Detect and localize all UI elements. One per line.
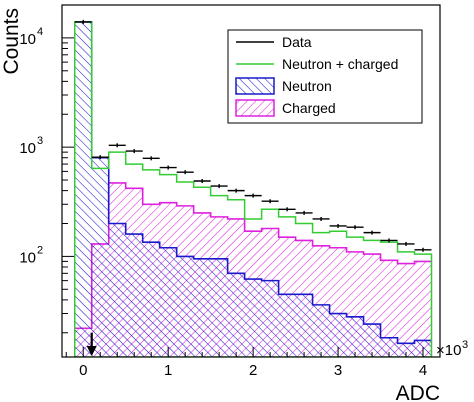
- data-point: [108, 143, 126, 148]
- data-point: [142, 156, 160, 161]
- data-point: [363, 230, 381, 235]
- x-tick-label: 2: [249, 362, 257, 379]
- x-axis-label: ADC: [396, 382, 440, 402]
- y-tick-exponent: 3: [37, 135, 43, 147]
- x-axis-multiplier: ×10 3: [436, 339, 468, 359]
- data-point: [295, 210, 313, 215]
- legend-label: Neutron + charged: [282, 56, 398, 72]
- x-tick-label: 0: [79, 362, 87, 379]
- x-tick-label: 4: [419, 362, 427, 379]
- sum-line: [73, 21, 433, 357]
- data-point: [125, 149, 143, 154]
- data-point: [193, 178, 211, 183]
- neutron-area: [74, 21, 432, 357]
- y-tick-exponent: 4: [37, 26, 43, 38]
- data-point: [414, 247, 432, 252]
- legend-item: Neutron: [235, 77, 332, 95]
- legend-item: Charged: [235, 99, 336, 117]
- y-tick-label: 10: [19, 140, 36, 157]
- legend-item: Neutron + charged: [236, 56, 398, 72]
- y-axis-label: Counts: [0, 8, 23, 75]
- data-point: [329, 223, 347, 228]
- data-point: [244, 193, 262, 198]
- data-point: [346, 225, 364, 230]
- plot-area: [73, 19, 433, 357]
- legend: Data Neutron + charged Neutron Charged: [227, 29, 423, 124]
- legend-label: Neutron: [282, 78, 332, 94]
- legend-label: Charged: [282, 100, 336, 116]
- threshold-arrow: [86, 332, 97, 356]
- legend-label: Data: [282, 34, 312, 50]
- charged-outline: [74, 182, 432, 330]
- x-axis: 0 1 2 3 4: [65, 347, 441, 379]
- data-point: [227, 188, 245, 193]
- data-point: [210, 184, 228, 189]
- data-point: [312, 216, 330, 221]
- y-tick-label: 10: [19, 31, 36, 48]
- data-point: [380, 238, 398, 243]
- data-point: [176, 170, 194, 175]
- legend-item: Data: [236, 34, 312, 50]
- x-tick-label: 3: [334, 362, 342, 379]
- y-tick-label: 10: [19, 249, 36, 266]
- data-point: [278, 207, 296, 212]
- neutron-outline: [74, 21, 432, 345]
- legend-swatch-hatch: [235, 99, 275, 117]
- data-point: [397, 241, 415, 246]
- data-point: [261, 199, 279, 204]
- x-tick-label: 1: [164, 362, 172, 379]
- y-tick-exponent: 2: [37, 244, 43, 256]
- x-axis-multiplier-base: ×10: [436, 342, 461, 359]
- plot-frame: [61, 4, 441, 358]
- x-axis-multiplier-exponent: 3: [462, 339, 468, 351]
- threshold-arrow-head: [86, 346, 97, 356]
- data-point: [91, 155, 109, 160]
- legend-swatch-hatch: [235, 77, 275, 95]
- data-point: [74, 19, 92, 24]
- data-point: [159, 165, 177, 170]
